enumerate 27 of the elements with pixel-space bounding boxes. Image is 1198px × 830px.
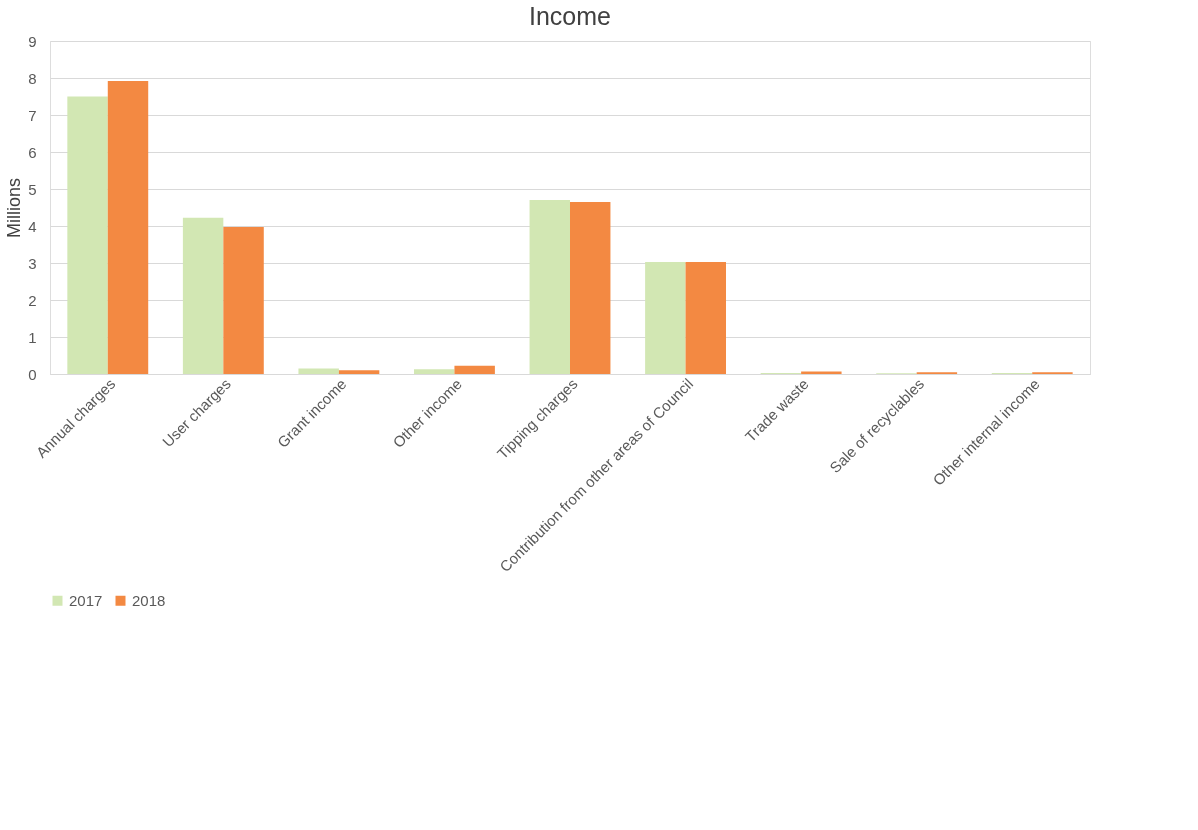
bar [454, 365, 495, 374]
bar [414, 369, 455, 374]
y-tick-label: 3 [28, 254, 37, 272]
chart-title: Income [529, 2, 611, 30]
bar [338, 370, 380, 374]
bar [298, 368, 339, 374]
bar [223, 227, 264, 374]
bar [645, 261, 686, 374]
y-tick-label: 0 [28, 365, 37, 383]
y-tick-label: 7 [28, 106, 37, 124]
y-tick-label: 5 [28, 180, 37, 198]
bar [685, 261, 726, 374]
y-tick-label: 9 [28, 32, 37, 50]
y-tick-label: 4 [28, 217, 37, 235]
y-tick-label: 8 [28, 69, 37, 87]
bar [182, 217, 224, 374]
legend-label: 2017 [69, 591, 103, 609]
bar [801, 371, 842, 374]
bar [107, 80, 149, 374]
bar [570, 201, 611, 374]
bar [529, 200, 570, 374]
y-axis-title: Millions [4, 177, 25, 239]
y-tick-label: 6 [28, 143, 37, 161]
legend-label: 2018 [132, 591, 166, 609]
y-tick-label: 2 [28, 291, 37, 309]
y-tick-label: 1 [28, 328, 37, 346]
bar [67, 96, 108, 374]
